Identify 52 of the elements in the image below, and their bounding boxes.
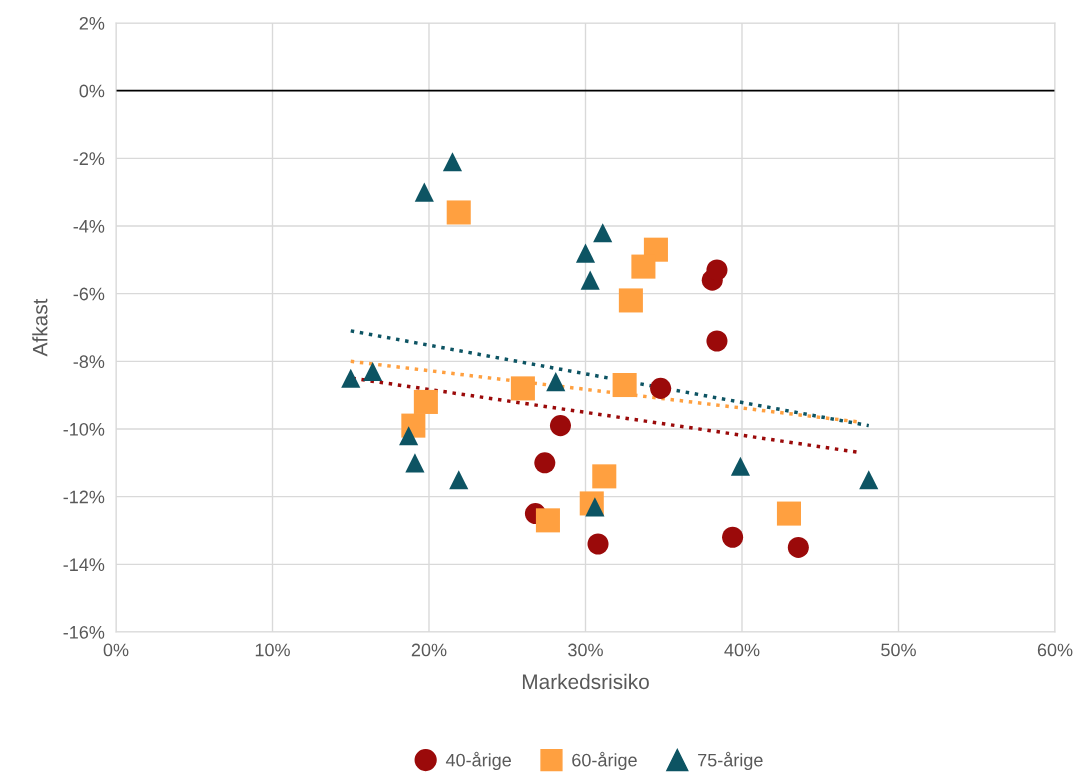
point bbox=[546, 372, 566, 392]
y-tick-label: -6% bbox=[73, 287, 105, 301]
point bbox=[442, 152, 463, 172]
x-tick-label: 20% bbox=[411, 643, 447, 657]
y-axis-title: Afkast bbox=[32, 298, 48, 357]
x-tick-label: 40% bbox=[724, 643, 760, 657]
y-tick-label: 0% bbox=[79, 84, 105, 98]
point bbox=[593, 223, 613, 243]
point bbox=[650, 377, 672, 399]
point bbox=[587, 533, 609, 555]
point bbox=[787, 536, 809, 558]
point bbox=[413, 389, 438, 414]
y-tick-label: -8% bbox=[73, 355, 105, 369]
y-tick-label: -10% bbox=[63, 422, 105, 436]
y-tick-label: -16% bbox=[63, 625, 105, 639]
x-tick-label: 50% bbox=[881, 643, 916, 657]
x-tick-label: 10% bbox=[255, 643, 290, 657]
point bbox=[592, 464, 617, 489]
point bbox=[706, 259, 728, 281]
point bbox=[580, 270, 600, 290]
legend-label: 60-årige bbox=[572, 751, 637, 771]
point bbox=[535, 508, 560, 533]
point bbox=[449, 470, 469, 490]
y-tick-label: 2% bbox=[79, 16, 105, 30]
point bbox=[405, 453, 425, 473]
point bbox=[618, 288, 643, 313]
point bbox=[575, 243, 596, 263]
point bbox=[612, 372, 637, 398]
legend-label: 75-årige bbox=[698, 751, 763, 771]
point bbox=[446, 200, 471, 225]
y-tick-label: -14% bbox=[63, 558, 105, 571]
y-tick-label: -4% bbox=[73, 220, 105, 233]
x-axis-title: Markedsrisiko bbox=[522, 673, 649, 690]
point bbox=[363, 361, 383, 382]
point bbox=[730, 456, 751, 476]
legend-label: 40-årige bbox=[445, 751, 511, 771]
point bbox=[631, 254, 656, 279]
point bbox=[706, 330, 728, 352]
point bbox=[510, 376, 535, 401]
x-tick-label: 0% bbox=[103, 643, 129, 657]
point bbox=[722, 526, 744, 548]
point bbox=[859, 470, 879, 490]
point bbox=[776, 501, 801, 526]
y-tick-label: -12% bbox=[63, 490, 105, 504]
point bbox=[399, 426, 419, 446]
x-tick-label: 60% bbox=[1037, 643, 1073, 657]
point bbox=[414, 182, 434, 202]
y-tick-label: -2% bbox=[73, 152, 105, 165]
point bbox=[549, 415, 571, 437]
point bbox=[534, 452, 556, 474]
point bbox=[341, 368, 361, 388]
x-tick-label: 30% bbox=[568, 643, 603, 657]
